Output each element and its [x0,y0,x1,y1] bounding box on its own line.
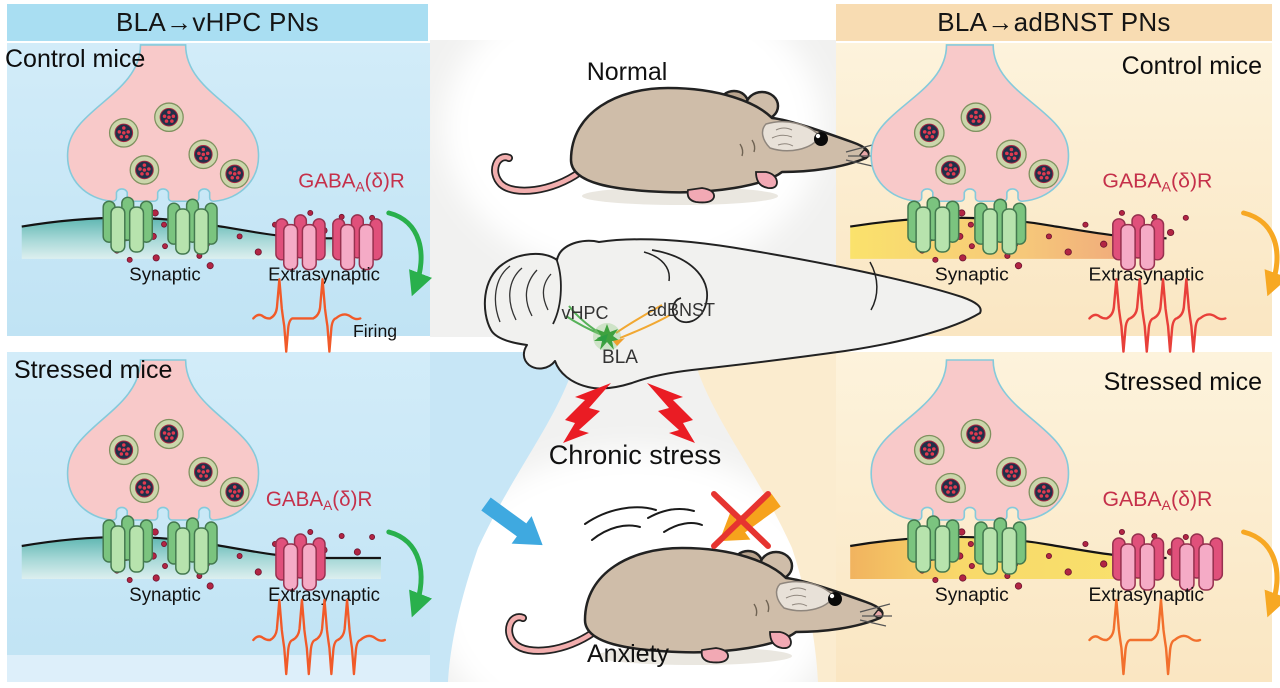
extrasynaptic-label: Extrasynaptic [268,263,380,284]
tremor-lines [584,506,703,541]
extrasynaptic-receptor-cluster [332,214,383,271]
mouse-brain [483,238,982,390]
firing-trace [1088,278,1227,353]
extrasynaptic-label: Extrasynaptic [1088,585,1204,606]
synaptic-receptor-cluster [907,196,960,253]
bla-label: BLA [602,347,638,368]
extrasynaptic-receptor-cluster [1112,533,1165,591]
firing-arrow [386,210,432,297]
extrasynaptic-receptor-cluster [275,214,326,271]
panel-left-stressed: Synaptic GABAA(δ)R Extrasynaptic [21,359,432,676]
synaptic-receptor-cluster [102,196,154,253]
synaptic-vesicle [129,472,160,504]
synaptic-vesicle [1028,476,1060,508]
synaptic-vesicle [996,139,1027,170]
extrasynaptic-receptor-cluster [1170,533,1224,591]
anxiety-label: Anxiety [587,640,669,668]
lightning-bolt-icon [563,383,611,443]
extrasynaptic-label: Extrasynaptic [268,584,380,605]
vhpc-label: vHPC [561,303,609,323]
synaptic-receptor-cluster [974,517,1027,575]
synaptic-vesicle [219,476,250,508]
synaptic-vesicle [219,159,250,189]
panel-extension-right [692,352,836,682]
gaba-receptor-label: GABAA(δ)R [1102,488,1212,513]
synaptic-vesicle [913,434,945,466]
synaptic-vesicle [960,418,992,450]
firing-arrow [1241,210,1280,297]
header-right: BLA→adBNST PNs [836,4,1272,41]
synaptic-vesicle [108,434,139,466]
vhpc-pathway-arrow [481,497,543,546]
bla-to-adbnst-projection [615,304,671,339]
synaptic-vesicle [188,139,219,170]
firing-trace [252,278,362,353]
adbnst-label: adBNST [646,300,716,320]
panel-title-left-control: Control mice [5,45,146,73]
synaptic-vesicle [935,155,966,185]
panel-title-right-control: Control mice [1121,52,1262,80]
panel-extension-left [430,352,578,682]
synaptic-label: Synaptic [129,584,200,605]
synaptic-label: Synaptic [935,585,1009,606]
hippocampus-outline [651,249,708,324]
lightning-bolt-icon [647,383,695,443]
cerebellum-folia [494,265,552,323]
gaba-receptor-label: GABAA(δ)R [1102,170,1212,195]
firing-arrow [1241,529,1280,618]
chronic-stress-label: Chronic stress [548,440,722,470]
firing-trace [1088,598,1202,676]
synaptic-vesicle [935,472,966,504]
synaptic-vesicle [129,155,160,185]
firing-arrow [386,529,432,618]
lightning-bolts [563,383,695,443]
synaptic-vesicle [154,102,184,133]
synaptic-vesicle [960,102,992,133]
gaba-receptor-label: GABAA(δ)R [298,170,404,195]
synaptic-receptor-cluster [102,515,154,573]
firing-trace [252,598,387,676]
header-left: BLA→vHPC PNs [7,4,428,41]
synaptic-vesicle [154,418,184,450]
synaptic-vesicle [1028,159,1060,189]
cross-icon [711,491,771,549]
firing-label: Firing [353,321,397,341]
synaptic-receptor-cluster [167,517,218,575]
synaptic-label: Synaptic [129,263,201,284]
panel-title-left-stressed: Stressed mice [14,356,173,384]
synaptic-label: Synaptic [935,265,1009,286]
synaptic-receptor-cluster [167,198,218,255]
synaptic-vesicle [108,118,139,148]
extrasynaptic-receptor-cluster [1112,214,1165,271]
extrasynaptic-receptor-cluster [275,533,326,591]
panel-right-stressed: Synaptic GABAA(δ)R Extrasynaptic [850,359,1280,676]
synaptic-vesicle [996,456,1027,488]
synaptic-vesicle [913,118,945,148]
gaba-receptor-label: GABAA(δ)R [266,488,372,513]
synaptic-receptor-cluster [907,515,960,573]
synaptic-receptor-cluster [974,198,1027,255]
normal-label: Normal [586,58,668,86]
panel-left-control: Synaptic GABAA(δ)R Extrasynaptic Firing [21,44,432,353]
panel-title-right-stressed: Stressed mice [1103,368,1262,396]
synaptic-vesicle [188,456,219,488]
